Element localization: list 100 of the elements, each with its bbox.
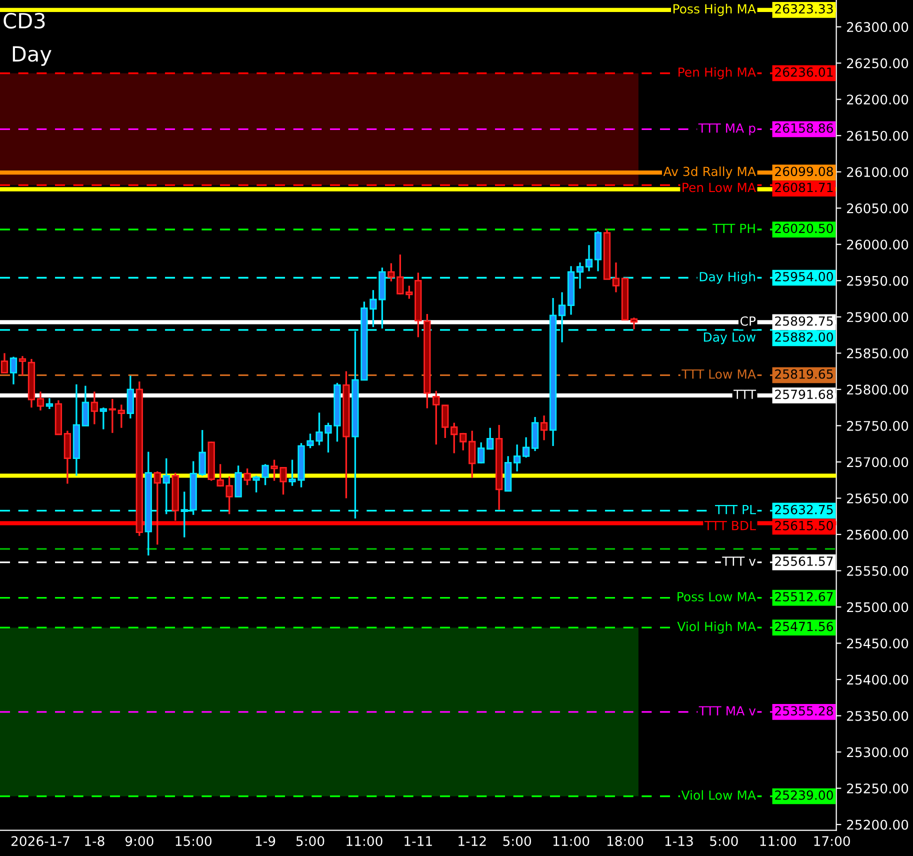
x-tick-label: 5:00 <box>296 836 324 846</box>
candlestick <box>514 444 521 472</box>
x-tick-label: 1-8 <box>85 836 104 846</box>
annotation: 25892.75 <box>775 316 833 326</box>
candlestick <box>388 262 395 282</box>
candlestick <box>460 432 467 452</box>
y-tick-label: 25950.00 <box>846 276 908 286</box>
y-tick-label: 25200.00 <box>846 820 908 830</box>
candlestick <box>18 355 26 376</box>
x-tick-label: 5:00 <box>710 836 738 846</box>
y-tick-label: 25400.00 <box>846 674 908 685</box>
ref-line-label: Pen High MA <box>678 67 756 80</box>
x-tick-label: 5:00 <box>503 836 532 846</box>
annotation: 25355.28 <box>775 706 833 716</box>
candlestick <box>406 284 413 300</box>
ref-line-label: TTT MA p <box>698 124 756 136</box>
ref-line-label: Av 3d Rally MA <box>663 166 756 179</box>
candlestick <box>154 470 161 546</box>
candlestick <box>468 430 476 479</box>
candlestick <box>558 291 566 344</box>
ref-line-label: TTT MA v <box>698 706 756 716</box>
candlestick <box>46 397 54 410</box>
candlestick <box>585 244 593 272</box>
annotation: 25954.00 <box>775 272 833 282</box>
ref-line-label: TTT PH <box>712 224 755 233</box>
y-tick-label: 25650.00 <box>846 493 908 504</box>
x-tick-label: 1-9 <box>256 836 276 846</box>
annotation: 26158.86 <box>775 123 834 133</box>
ref-line-label: Poss Low MA <box>678 592 756 602</box>
x-tick-label: 1-13 <box>665 836 693 846</box>
candlestick <box>126 374 134 420</box>
candlestick <box>522 436 530 458</box>
y-tick-label: 26200.00 <box>846 94 908 105</box>
ref-line-label: Day Low <box>704 332 756 344</box>
annotation: 26236.01 <box>775 67 833 77</box>
annotation: 25512.67 <box>775 592 833 602</box>
y-tick-label: 25300.00 <box>846 747 908 758</box>
candlestick <box>478 442 485 464</box>
ref-line-label: CP <box>740 316 756 326</box>
candlestick <box>100 406 107 430</box>
y-tick-label: 26000.00 <box>846 240 908 250</box>
ref-line-label: Viol High MA <box>677 622 756 634</box>
y-tick-label: 26250.00 <box>846 58 908 68</box>
annotation: 25471.56 <box>775 622 834 632</box>
y-tick-label: 25550.00 <box>846 566 908 576</box>
y-tick-label: 25500.00 <box>846 602 908 612</box>
x-tick-label: 2026-1-7 <box>11 836 70 846</box>
candlestick <box>576 262 584 290</box>
x-tick-label: 11:00 <box>346 836 382 846</box>
candlestick <box>612 262 620 294</box>
candlestick <box>36 390 44 412</box>
y-tick-label: 26100.00 <box>846 167 908 178</box>
y-tick-label: 25700.00 <box>846 457 908 468</box>
ref-line-label: Day High <box>700 272 755 284</box>
ref-line-label: Pen Low MA <box>682 182 756 192</box>
candlestick <box>244 468 251 486</box>
ref-line-label: Poss High MA <box>673 4 756 16</box>
y-tick-label: 25850.00 <box>846 348 908 358</box>
y-tick-label: 25750.00 <box>846 420 908 431</box>
annotation: 26081.71 <box>775 182 833 192</box>
x-tick-label: 9:00 <box>125 836 154 846</box>
candlestick <box>82 384 89 427</box>
annotation: 25882.00 <box>775 332 833 342</box>
y-tick-label: 25450.00 <box>846 638 908 648</box>
y-tick-label: 25350.00 <box>846 710 908 721</box>
candlestick <box>432 390 440 446</box>
candlestick <box>396 254 404 296</box>
candlestick <box>90 390 98 426</box>
candlestick <box>118 404 125 429</box>
x-tick-label: 1-12 <box>458 836 486 846</box>
ref-line-label: TTT PL <box>715 505 756 514</box>
x-tick-label: 1-11 <box>404 836 432 846</box>
x-tick-label: 17:00 <box>814 836 850 846</box>
candlestick <box>486 427 494 450</box>
candlestick <box>442 404 449 439</box>
annotation: 25632.75 <box>775 504 833 514</box>
text: Day <box>12 46 52 66</box>
ref-line-label: TTT BDL <box>704 521 756 530</box>
candlestick <box>234 464 242 498</box>
ref-line-label: TTT Low MA <box>682 370 756 379</box>
ref-line-label: TTT v <box>722 556 756 566</box>
ref-line-label: TTT <box>734 390 756 399</box>
x-tick-label: 11:00 <box>553 836 590 846</box>
candlestick <box>162 457 170 515</box>
y-tick-label: 26150.00 <box>846 130 908 141</box>
candlestick <box>108 398 116 434</box>
x-tick-label: 15:00 <box>176 836 212 846</box>
x-tick-label: 18:00 <box>607 836 644 846</box>
candlestick <box>450 422 458 454</box>
candlestick <box>0 352 8 374</box>
annotation: 26099.08 <box>775 166 833 176</box>
candlestick <box>540 414 548 442</box>
chart-title: CD3 <box>4 12 45 29</box>
annotation: 25239.00 <box>775 790 833 800</box>
annotation: 26323.33 <box>775 4 833 14</box>
candlestick <box>10 356 18 386</box>
candlestick <box>180 490 188 538</box>
annotation: 26020.50 <box>775 224 833 234</box>
y-tick-label: 25250.00 <box>846 783 908 794</box>
y-tick-label: 25900.00 <box>846 312 908 322</box>
